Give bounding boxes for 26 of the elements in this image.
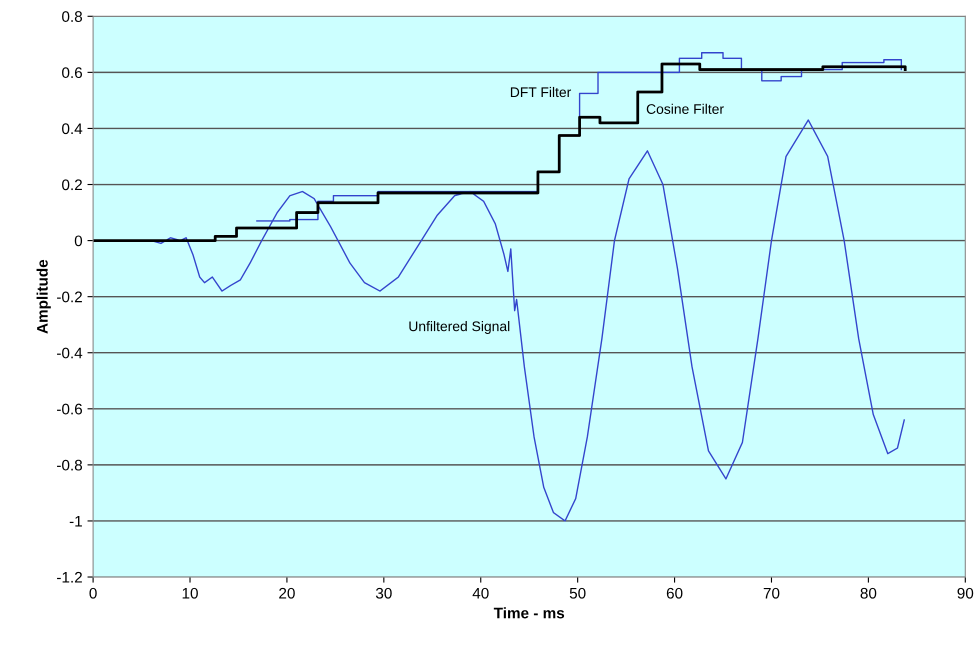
x-tick-label: 30 — [376, 588, 392, 599]
x-tick-label: 90 — [958, 588, 974, 599]
x-tick-label: 80 — [860, 588, 876, 599]
x-tick-label: 10 — [182, 588, 198, 599]
annotation: DFT Filter — [510, 86, 572, 98]
y-tick-label: 0 — [74, 235, 82, 246]
y-tick-label: -0.4 — [57, 348, 82, 358]
annotation: Cosine Filter — [646, 104, 724, 114]
y-tick-label: 0.6 — [62, 67, 82, 78]
x-tick-label: 50 — [570, 588, 586, 599]
y-tick-label: 0.8 — [62, 11, 82, 22]
y-tick-label: 0.2 — [62, 179, 82, 190]
y-tick-label: -0.2 — [57, 292, 82, 302]
y-tick-label: -1.2 — [57, 572, 82, 583]
y-tick-label: -1 — [70, 516, 82, 526]
y-axis-title: Amplitude — [36, 260, 51, 334]
y-tick-label: -0.8 — [57, 460, 82, 471]
y-tick-label: -0.6 — [57, 404, 82, 414]
x-axis-title: Time - ms — [494, 607, 564, 618]
x-tick-label: 0 — [89, 588, 97, 599]
x-tick-label: 70 — [764, 588, 780, 599]
y-tick-label: 0.4 — [62, 123, 82, 134]
x-tick-label: 40 — [472, 588, 489, 599]
x-tick-label: 60 — [666, 588, 682, 599]
annotation: Unfiltered Signal — [409, 321, 510, 334]
x-tick-label: 20 — [279, 588, 295, 599]
